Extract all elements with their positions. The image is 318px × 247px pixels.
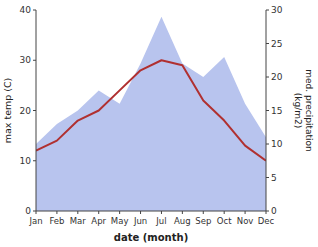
x-tick-label: Mar [70, 216, 87, 226]
x-tick [140, 211, 141, 214]
y2-tick [266, 110, 269, 111]
x-axis [36, 211, 266, 212]
y2-tick [266, 177, 269, 178]
y-tick-label: 30 [20, 55, 32, 65]
y-tick-label: 20 [20, 106, 32, 116]
y2-tick-label: 0 [271, 206, 277, 216]
x-tick-label: Oct [217, 216, 232, 226]
chart: 0 10 20 30 40 0 5 10 15 20 25 30 Jan Feb Mar Apr May Jun J… [0, 0, 318, 247]
y2-tick [266, 144, 269, 145]
x-tick [203, 211, 204, 214]
x-tick-label: Nov [237, 216, 254, 226]
y2-tick [266, 77, 269, 78]
x-tick-label: Aug [174, 216, 191, 226]
x-tick [36, 211, 37, 214]
y-tick-label: 10 [20, 156, 32, 166]
y2-tick-label: 25 [271, 39, 282, 49]
y-axis-label: max temp (C) [2, 78, 13, 144]
x-tick-label: Jun [133, 216, 147, 226]
y2-tick [266, 43, 269, 44]
x-tick [98, 211, 99, 214]
y-tick [33, 110, 36, 111]
y2-axis-label: med. precipitation(kg/m2) [293, 69, 314, 151]
y2-axis-label-line: (kg/m2) [293, 93, 303, 128]
y-tick-label: 40 [20, 5, 32, 15]
x-tick-label: Dec [258, 216, 275, 226]
x-tick [161, 211, 162, 214]
x-tick [119, 211, 120, 214]
y-tick [33, 10, 36, 11]
plot-area [36, 17, 266, 211]
x-tick-label: Jul [155, 216, 166, 226]
x-tick-label: May [111, 216, 129, 226]
y-tick [33, 60, 36, 61]
y-tick-label: 0 [25, 206, 31, 216]
x-tick [224, 211, 225, 214]
y2-tick-label: 15 [271, 106, 282, 116]
x-tick-label: Sep [195, 216, 211, 226]
x-tick [245, 211, 246, 214]
y2-tick-label: 30 [271, 5, 283, 15]
y2-tick [266, 10, 269, 11]
x-tick [56, 211, 57, 214]
x-tick [182, 211, 183, 214]
x-tick-label: Apr [91, 216, 106, 226]
x-tick-label: Jan [28, 216, 42, 226]
y2-axis-label-line: med. precipitation [304, 69, 314, 151]
x-tick [77, 211, 78, 214]
temperature-line [36, 60, 266, 161]
x-tick-label: Feb [49, 216, 64, 226]
y2-tick-label: 5 [271, 173, 277, 183]
y-tick [33, 160, 36, 161]
y2-tick-label: 20 [271, 72, 283, 82]
precipitation-area [36, 17, 266, 211]
x-tick [266, 211, 267, 214]
x-axis-label: date (month) [114, 232, 188, 243]
y2-tick-label: 10 [271, 139, 283, 149]
